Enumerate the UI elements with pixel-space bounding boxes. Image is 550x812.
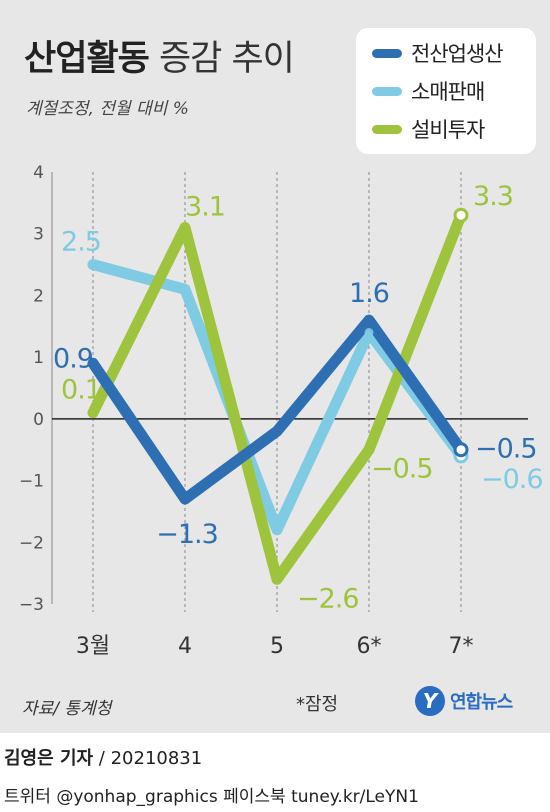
- data-label-production-4: −0.5: [475, 434, 537, 465]
- legend-label-retail: 소매판매: [411, 80, 485, 104]
- legend-item-retail: 소매판매: [372, 76, 485, 106]
- x-tick-label-0: 3월: [76, 634, 110, 659]
- x-tick-label-1: 4: [178, 634, 192, 659]
- chart-subtitle: 계절조정, 전월 대비 %: [26, 99, 189, 119]
- series-point-production-2: [272, 426, 282, 436]
- line-chart: 4 3 2 1 0 −1 −2 −3 3월 4 5 6* 7* 2.5 −0.6 0.1 3.1 −2.6 −0.5…: [19, 163, 544, 659]
- x-tick-label-2: 5: [270, 634, 284, 659]
- yonhap-logo: Y 연합뉴스: [415, 686, 513, 716]
- series-point-production-0: [88, 358, 98, 368]
- y-tick-label-0: 4: [33, 163, 44, 183]
- series-point-retail-0: [88, 260, 98, 270]
- legend-swatch-retail: [372, 86, 402, 96]
- logo-mark-icon: Y: [415, 686, 445, 716]
- y-tick-label-5: −1: [19, 472, 44, 492]
- y-tick-label-3: 1: [33, 348, 44, 368]
- series-point-investment-3: [364, 445, 374, 455]
- logo-text: 연합뉴스: [450, 692, 513, 713]
- series-point-retail-1: [180, 284, 190, 294]
- byline: 김영은 기자 / 20210831: [4, 744, 202, 770]
- series-point-production-4: [453, 442, 469, 458]
- publish-date: / 20210831: [93, 748, 203, 769]
- data-label-production-3: 1.6: [349, 278, 389, 309]
- data-label-investment-1: 3.1: [185, 192, 225, 223]
- data-label-investment-3: −0.5: [371, 454, 433, 485]
- y-tick-label-2: 2: [33, 286, 44, 306]
- data-label-production-1: −1.3: [156, 519, 218, 550]
- data-label-investment-2: −2.6: [297, 583, 359, 614]
- provisional-note: *잠정: [296, 694, 339, 715]
- source-label: 자료/ 통계청: [22, 699, 112, 719]
- series-point-investment-0: [88, 408, 98, 418]
- x-tick-label-3: 6*: [357, 634, 382, 659]
- title-light-part: 증감 추이: [148, 39, 295, 79]
- legend-label-investment: 설비투자: [411, 118, 485, 142]
- series-point-production-3: [364, 315, 374, 325]
- series-point-retail-3: [364, 327, 374, 337]
- series-point-investment-1: [180, 223, 190, 233]
- legend: 전산업생산 소매판매 설비투자: [356, 28, 536, 154]
- y-tick-label-7: −3: [19, 595, 44, 615]
- legend-item-investment: 설비투자: [372, 114, 485, 144]
- data-label-investment-0: 0.1: [61, 375, 101, 406]
- data-label-retail-4: −0.6: [481, 464, 543, 495]
- reporter-name: 김영은 기자: [4, 748, 94, 769]
- chart-title: 산업활동 증감 추이: [24, 30, 295, 81]
- data-label-investment-4: 3.3: [473, 181, 513, 212]
- legend-item-production: 전산업생산: [372, 38, 504, 68]
- title-bold-part: 산업활동: [24, 39, 150, 79]
- social-credits: 트위터 @yonhap_graphics 페이스북 tuney.kr/LeYN1: [4, 787, 419, 807]
- series-point-investment-4: [453, 207, 469, 223]
- series-point-retail-2: [272, 525, 282, 535]
- legend-swatch-production: [372, 48, 402, 58]
- legend-label-production: 전산업생산: [411, 42, 504, 66]
- y-tick-label-4: 0: [33, 410, 44, 430]
- y-tick-label-6: −2: [19, 533, 44, 553]
- series-point-investment-2: [272, 574, 282, 584]
- y-tick-label-1: 3: [33, 225, 44, 245]
- data-label-production-0: 0.9: [53, 343, 93, 374]
- series-point-production-1: [180, 494, 190, 504]
- data-label-retail-0: 2.5: [61, 227, 101, 258]
- x-tick-label-4: 7*: [449, 634, 474, 659]
- legend-swatch-investment: [372, 124, 402, 134]
- chart-card: 산업활동 증감 추이 계절조정, 전월 대비 % 4 3 2 1 0 −1 −2 −3 3월 4 5…: [0, 0, 550, 733]
